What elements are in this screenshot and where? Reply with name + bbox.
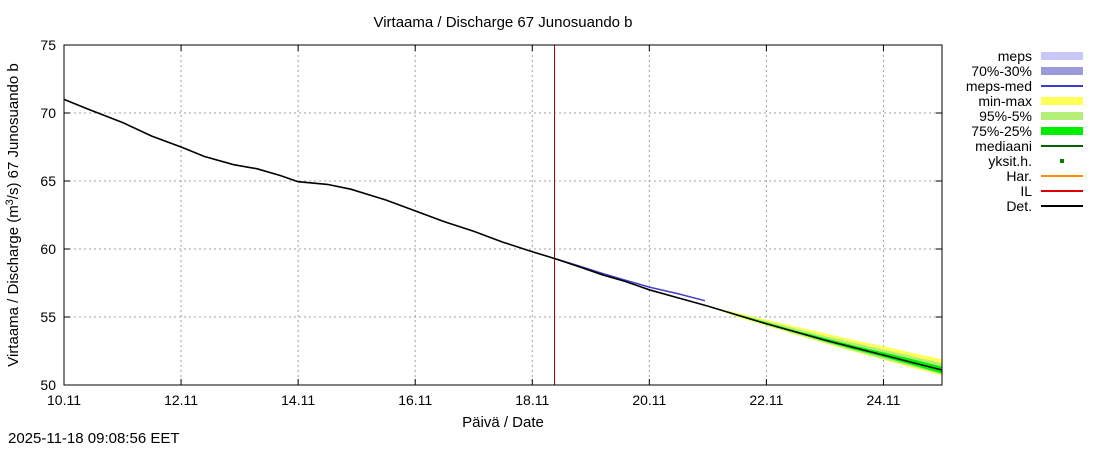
x-tick-label: 20.11 — [632, 392, 666, 408]
y-axis-label-superscript: 3 — [4, 199, 16, 205]
x-tick-label: 10.11 — [47, 392, 81, 408]
y-tick-label: 75 — [40, 37, 56, 53]
legend-swatch — [1060, 159, 1064, 163]
y-tick-label: 65 — [40, 173, 56, 189]
timestamp: 2025-11-18 09:08:56 EET — [8, 430, 180, 447]
legend-label: yksit.h. — [988, 153, 1032, 169]
plot-frame — [63, 44, 943, 386]
y-axis-label-main: Virtaama / Discharge (m — [5, 205, 22, 366]
observed-line — [63, 98, 709, 307]
x-tick-label: 18.11 — [515, 392, 549, 408]
x-tick-label: 24.11 — [866, 392, 900, 408]
legend-label: Har. — [1006, 168, 1032, 184]
chart-title: Virtaama / Discharge 67 Junosuando b — [373, 14, 632, 31]
legend-label: min-max — [978, 93, 1032, 109]
x-tick-label: 22.11 — [749, 392, 783, 408]
det-forecast-line — [707, 305, 943, 371]
y-tick-label: 70 — [40, 105, 56, 121]
y-axis-label: Virtaama / Discharge (m3/s) 67 Junosuand… — [4, 63, 22, 367]
legend-label: 75%-25% — [971, 123, 1032, 139]
x-axis-label: Päivä / Date — [462, 414, 544, 431]
legend-swatch — [1041, 97, 1083, 105]
legend-label: meps — [998, 48, 1032, 64]
x-tick-label: 14.11 — [281, 392, 315, 408]
legend-swatch — [1041, 52, 1083, 60]
legend: meps70%-30%meps-medmin-max95%-5%75%-25%m… — [966, 48, 1083, 214]
meps-med-line — [554, 257, 706, 302]
y-axis-label-rest: /s) 67 Junosuando b — [5, 63, 22, 199]
legend-label: mediaani — [975, 138, 1032, 154]
grid — [64, 45, 942, 385]
y-tick-label: 60 — [40, 241, 56, 257]
legend-swatch — [1041, 112, 1083, 120]
y-tick-label: 55 — [40, 309, 56, 325]
legend-label: meps-med — [966, 78, 1032, 94]
series-lines — [63, 45, 943, 385]
y-tick-label: 50 — [40, 377, 56, 393]
legend-label: 95%-5% — [979, 108, 1032, 124]
legend-label: Det. — [1006, 198, 1032, 214]
legend-label: 70%-30% — [971, 63, 1032, 79]
legend-label: IL — [1020, 183, 1032, 199]
legend-swatch — [1041, 67, 1083, 75]
x-tick-label: 16.11 — [398, 392, 432, 408]
x-tick-label: 12.11 — [164, 392, 198, 408]
axis-ticks: 10.11 12.11 14.11 16.11 18.11 20.11 22.11 24.11… — [40, 37, 942, 408]
legend-swatch — [1041, 127, 1083, 135]
